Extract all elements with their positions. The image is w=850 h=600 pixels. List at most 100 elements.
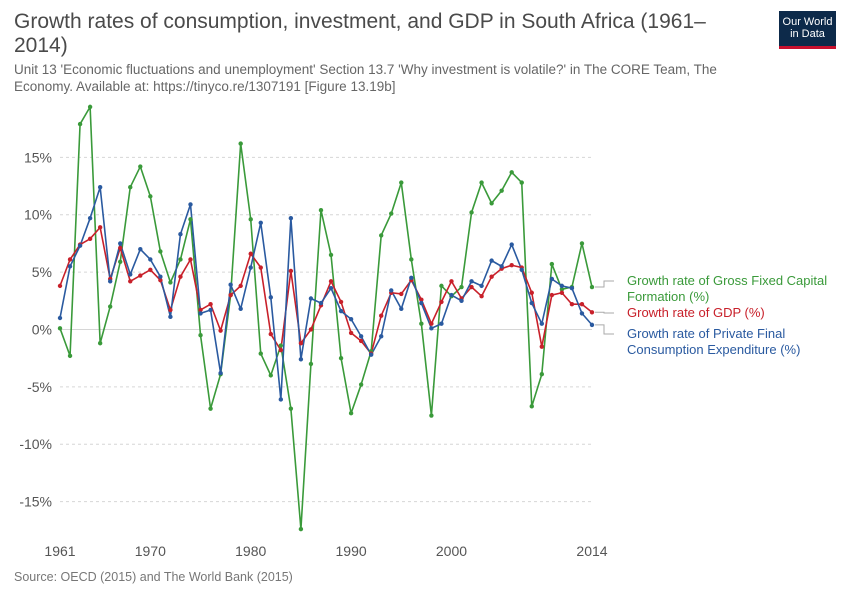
data-point[interactable] — [469, 284, 474, 290]
data-point[interactable] — [118, 259, 123, 264]
data-point[interactable] — [218, 328, 223, 333]
data-point[interactable] — [539, 321, 545, 326]
data-point[interactable] — [87, 215, 93, 221]
data-point[interactable] — [519, 180, 524, 185]
data-point[interactable] — [308, 327, 314, 332]
data-point[interactable] — [539, 372, 545, 377]
data-point[interactable] — [107, 304, 113, 309]
data-point[interactable] — [268, 373, 273, 378]
data-point[interactable] — [218, 370, 223, 376]
data-point[interactable] — [409, 257, 414, 262]
data-point[interactable] — [188, 202, 193, 207]
data-point[interactable] — [579, 241, 585, 246]
data-point[interactable] — [579, 311, 585, 316]
data-point[interactable] — [248, 265, 253, 270]
data-point[interactable] — [128, 279, 133, 284]
data-point[interactable] — [348, 316, 354, 322]
data-point[interactable] — [569, 285, 575, 291]
data-point[interactable] — [419, 297, 424, 302]
data-point[interactable] — [67, 353, 73, 359]
data-point[interactable] — [589, 310, 595, 315]
data-point[interactable] — [318, 207, 324, 213]
data-point[interactable] — [198, 307, 203, 313]
data-point[interactable] — [268, 331, 273, 337]
data-point[interactable] — [148, 267, 153, 273]
data-point[interactable] — [328, 252, 334, 258]
data-point[interactable] — [519, 267, 524, 273]
data-point[interactable] — [328, 279, 334, 284]
data-point[interactable] — [338, 299, 344, 305]
data-point[interactable] — [509, 242, 514, 247]
data-point[interactable] — [248, 251, 253, 256]
data-point[interactable] — [439, 321, 444, 326]
data-point[interactable] — [529, 404, 534, 409]
data-point[interactable] — [348, 411, 354, 416]
data-point[interactable] — [348, 330, 354, 336]
data-point[interactable] — [77, 243, 83, 248]
data-point[interactable] — [138, 246, 143, 252]
data-point[interactable] — [208, 406, 213, 411]
data-point[interactable] — [268, 295, 273, 300]
data-point[interactable] — [439, 299, 444, 305]
data-point[interactable] — [529, 290, 534, 295]
data-point[interactable] — [308, 361, 314, 367]
data-point[interactable] — [57, 315, 63, 321]
legend-label[interactable]: Growth rate of Private Final Consumption … — [627, 326, 800, 357]
legend-label[interactable]: Growth rate of Gross Fixed Capital Format… — [627, 273, 827, 304]
data-point[interactable] — [258, 265, 263, 270]
data-point[interactable] — [228, 292, 233, 298]
data-point[interactable] — [479, 180, 484, 185]
data-point[interactable] — [399, 291, 404, 297]
data-point[interactable] — [379, 313, 384, 318]
data-point[interactable] — [168, 314, 173, 320]
series-line-0[interactable] — [59, 106, 593, 530]
data-point[interactable] — [97, 341, 103, 346]
data-point[interactable] — [429, 321, 434, 326]
data-point[interactable] — [238, 306, 243, 312]
data-point[interactable] — [107, 279, 113, 284]
data-point[interactable] — [97, 225, 103, 230]
data-point[interactable] — [489, 258, 494, 263]
data-point[interactable] — [57, 283, 63, 289]
data-point[interactable] — [549, 276, 555, 282]
data-point[interactable] — [379, 334, 384, 339]
data-point[interactable] — [399, 180, 404, 185]
data-point[interactable] — [258, 220, 263, 225]
data-point[interactable] — [559, 287, 565, 292]
data-point[interactable] — [118, 245, 123, 251]
data-point[interactable] — [499, 188, 504, 193]
data-point[interactable] — [589, 322, 595, 328]
data-point[interactable] — [248, 217, 253, 222]
data-point[interactable] — [368, 352, 374, 357]
data-point[interactable] — [589, 284, 595, 290]
data-point[interactable] — [178, 257, 183, 262]
data-point[interactable] — [258, 351, 263, 356]
data-point[interactable] — [399, 306, 404, 312]
data-point[interactable] — [97, 185, 103, 190]
data-point[interactable] — [158, 277, 163, 283]
data-point[interactable] — [379, 233, 384, 238]
data-point[interactable] — [148, 257, 153, 262]
data-point[interactable] — [158, 249, 163, 254]
data-point[interactable] — [318, 300, 324, 306]
data-point[interactable] — [118, 241, 123, 246]
data-point[interactable] — [549, 261, 555, 267]
data-point[interactable] — [579, 302, 585, 307]
data-point[interactable] — [77, 121, 83, 127]
data-point[interactable] — [168, 280, 173, 285]
data-point[interactable] — [278, 397, 284, 402]
data-point[interactable] — [469, 210, 474, 215]
data-point[interactable] — [338, 308, 344, 314]
data-point[interactable] — [449, 279, 454, 284]
data-point[interactable] — [509, 170, 514, 175]
data-point[interactable] — [238, 283, 243, 289]
data-point[interactable] — [479, 294, 484, 299]
data-point[interactable] — [238, 141, 243, 146]
data-point[interactable] — [178, 274, 183, 279]
data-point[interactable] — [549, 292, 555, 298]
data-point[interactable] — [138, 273, 143, 278]
data-point[interactable] — [298, 341, 304, 346]
data-point[interactable] — [288, 406, 294, 411]
legend-label[interactable]: Growth rate of GDP (%) — [627, 305, 765, 320]
data-point[interactable] — [499, 264, 504, 269]
